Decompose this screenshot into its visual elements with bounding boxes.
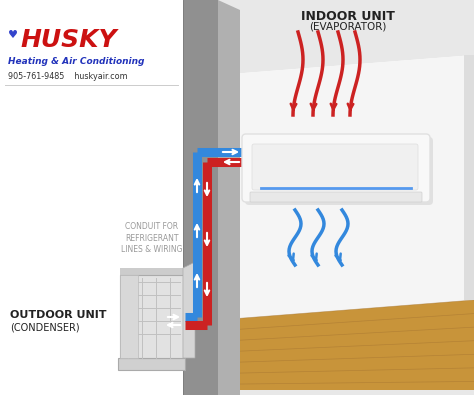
Text: HUSKY: HUSKY xyxy=(20,28,117,52)
Text: (CONDENSER): (CONDENSER) xyxy=(10,322,80,332)
Text: OUTDOOR UNIT: OUTDOOR UNIT xyxy=(10,310,107,320)
FancyBboxPatch shape xyxy=(245,137,433,205)
Text: ♥: ♥ xyxy=(8,30,18,40)
Text: Heating & Air Conditioning: Heating & Air Conditioning xyxy=(8,57,145,66)
Polygon shape xyxy=(218,0,240,395)
FancyBboxPatch shape xyxy=(250,192,422,202)
Polygon shape xyxy=(120,268,183,275)
Bar xyxy=(120,275,183,358)
Text: (EVAPORATOR): (EVAPORATOR) xyxy=(310,21,387,31)
Polygon shape xyxy=(218,300,474,395)
Bar xyxy=(120,275,138,358)
Text: INDOOR UNIT: INDOOR UNIT xyxy=(301,10,395,23)
FancyBboxPatch shape xyxy=(242,134,430,202)
FancyBboxPatch shape xyxy=(252,144,418,190)
Polygon shape xyxy=(118,358,185,370)
Polygon shape xyxy=(218,390,474,395)
Bar xyxy=(183,0,218,395)
Text: 905-761-9485    huskyair.com: 905-761-9485 huskyair.com xyxy=(8,72,128,81)
Polygon shape xyxy=(464,55,474,300)
Polygon shape xyxy=(218,0,474,75)
Polygon shape xyxy=(183,262,195,358)
Text: CONDUIT FOR
REFRIGERANT
LINES & WIRING: CONDUIT FOR REFRIGERANT LINES & WIRING xyxy=(121,222,183,254)
Polygon shape xyxy=(218,55,474,320)
